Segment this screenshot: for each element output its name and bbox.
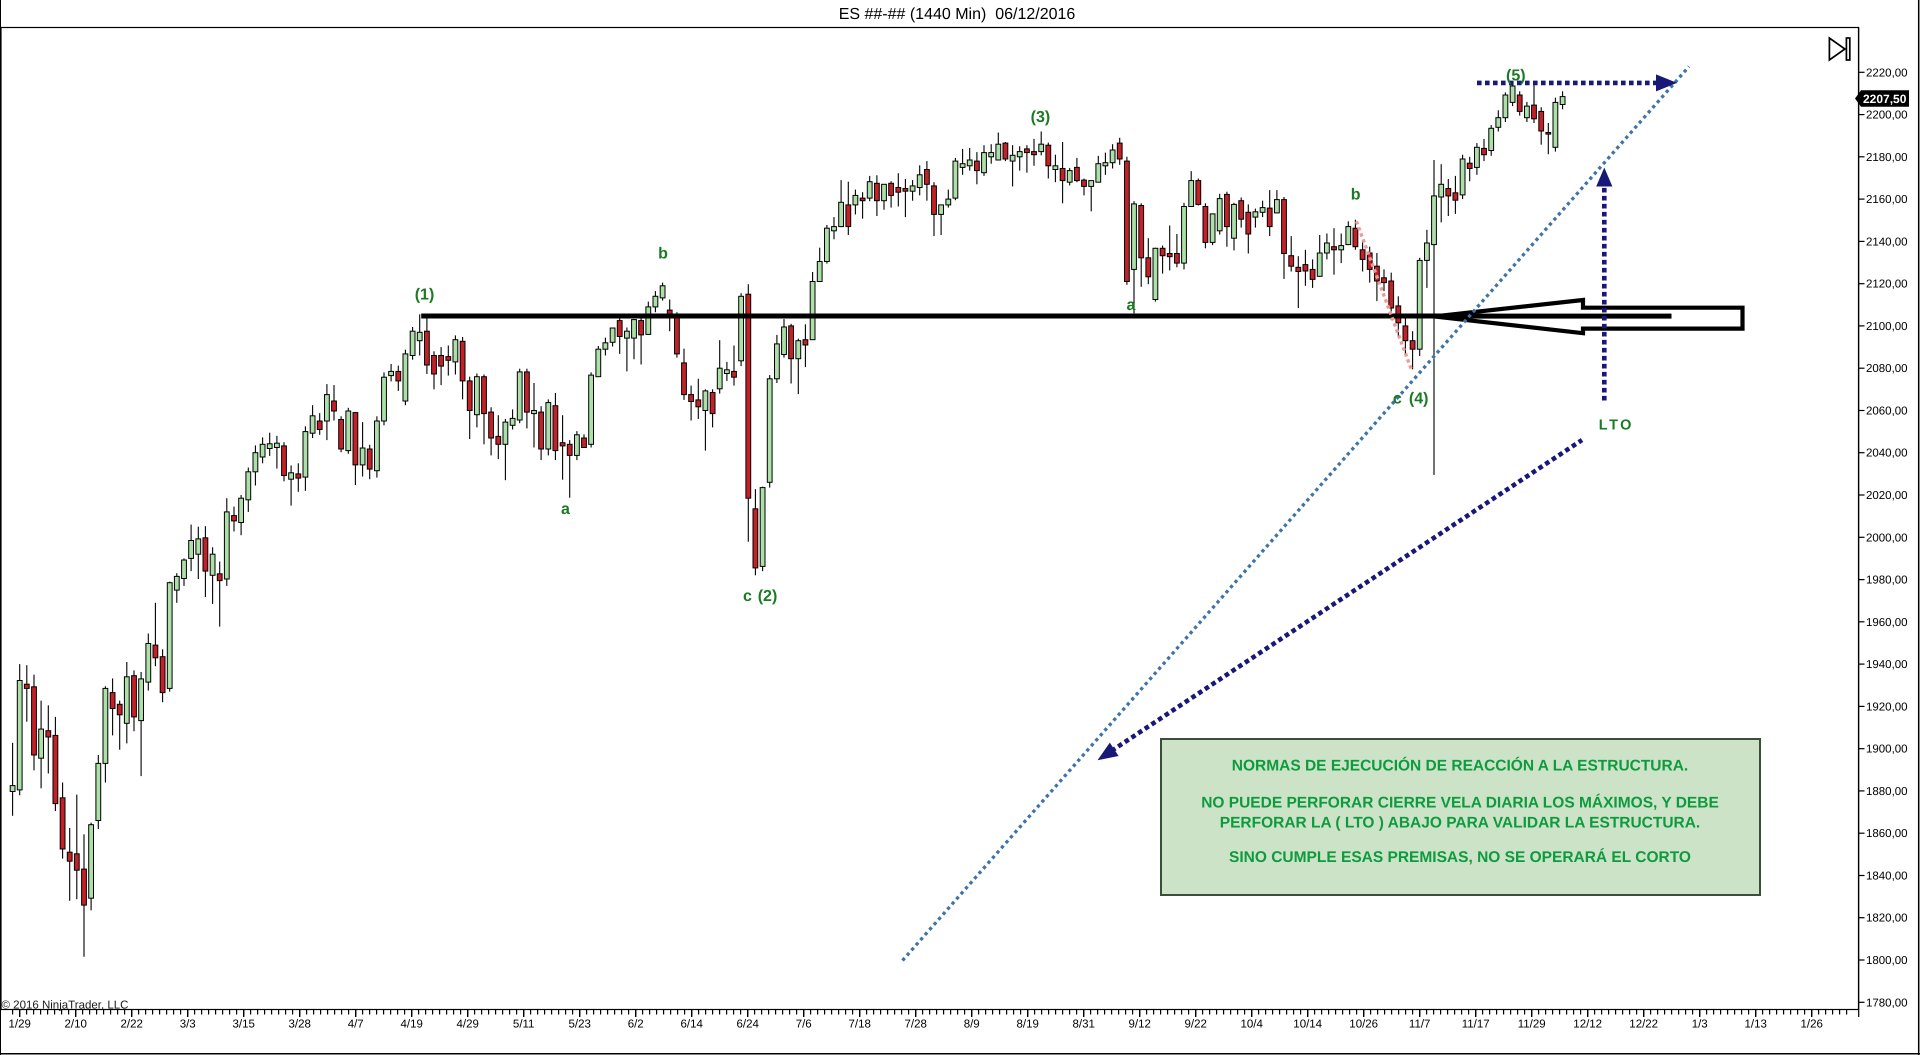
- svg-text:SINO CUMPLE ESAS PREMISAS, NO: SINO CUMPLE ESAS PREMISAS, NO SE OPERARÁ…: [1229, 848, 1691, 866]
- svg-text:8/9: 8/9: [964, 1019, 980, 1031]
- svg-text:2140,00: 2140,00: [1866, 236, 1908, 248]
- svg-text:9/22: 9/22: [1185, 1019, 1207, 1031]
- svg-text:2160,00: 2160,00: [1866, 194, 1908, 206]
- svg-text:5/23: 5/23: [569, 1019, 591, 1031]
- svg-text:1940,00: 1940,00: [1866, 659, 1908, 671]
- svg-text:1/3: 1/3: [1692, 1019, 1708, 1031]
- svg-text:2220,00: 2220,00: [1866, 67, 1908, 79]
- svg-text:1840,00: 1840,00: [1866, 871, 1908, 883]
- svg-text:2180,00: 2180,00: [1866, 152, 1908, 164]
- svg-text:(1): (1): [415, 287, 435, 304]
- svg-text:1960,00: 1960,00: [1866, 617, 1908, 629]
- svg-text:12/22: 12/22: [1629, 1019, 1658, 1031]
- svg-text:2200,00: 2200,00: [1866, 110, 1908, 122]
- svg-text:9/12: 9/12: [1129, 1019, 1151, 1031]
- svg-text:b: b: [1351, 187, 1361, 204]
- svg-text:2100,00: 2100,00: [1866, 321, 1908, 333]
- svg-text:11/29: 11/29: [1518, 1019, 1546, 1031]
- svg-text:6/24: 6/24: [737, 1019, 760, 1031]
- svg-text:7/6: 7/6: [796, 1019, 812, 1031]
- svg-text:1800,00: 1800,00: [1866, 955, 1908, 967]
- svg-text:1860,00: 1860,00: [1866, 828, 1908, 840]
- svg-text:8/19: 8/19: [1017, 1019, 1039, 1031]
- svg-text:1980,00: 1980,00: [1866, 575, 1908, 587]
- svg-text:3/15: 3/15: [233, 1019, 255, 1031]
- svg-text:1880,00: 1880,00: [1866, 786, 1908, 798]
- svg-text:© 2016 NinjaTrader, LLC: © 2016 NinjaTrader, LLC: [2, 1000, 129, 1012]
- svg-text:6/14: 6/14: [681, 1019, 704, 1031]
- svg-text:11/7: 11/7: [1409, 1019, 1431, 1031]
- svg-text:1820,00: 1820,00: [1866, 913, 1908, 925]
- svg-text:1/29: 1/29: [9, 1019, 31, 1031]
- svg-text:2060,00: 2060,00: [1866, 406, 1908, 418]
- svg-text:12/12: 12/12: [1573, 1019, 1602, 1031]
- svg-text:2040,00: 2040,00: [1866, 448, 1908, 460]
- svg-text:1/13: 1/13: [1745, 1019, 1767, 1031]
- svg-text:NORMAS DE EJECUCIÓN DE REACCIÓ: NORMAS DE EJECUCIÓN DE REACCIÓN A LA EST…: [1232, 757, 1688, 775]
- svg-text:1/26: 1/26: [1801, 1019, 1823, 1031]
- svg-text:NO PUEDE PERFORAR CIERRE VELA: NO PUEDE PERFORAR CIERRE VELA DIARIA LOS…: [1201, 794, 1719, 812]
- svg-text:8/31: 8/31: [1073, 1019, 1095, 1031]
- svg-text:7/28: 7/28: [905, 1019, 927, 1031]
- svg-text:4/19: 4/19: [401, 1019, 423, 1031]
- svg-text:5/11: 5/11: [513, 1019, 535, 1031]
- svg-text:1780,00: 1780,00: [1866, 997, 1908, 1009]
- svg-text:a: a: [561, 501, 570, 518]
- svg-text:b: b: [658, 246, 668, 263]
- svg-text:4/7: 4/7: [348, 1019, 364, 1031]
- svg-text:(4): (4): [1409, 391, 1429, 408]
- svg-text:4/29: 4/29: [457, 1019, 479, 1031]
- svg-text:(3): (3): [1031, 109, 1051, 126]
- svg-text:c: c: [1393, 391, 1402, 408]
- svg-text:LTO: LTO: [1599, 418, 1634, 434]
- svg-text:PERFORAR LA ( LTO ) ABAJO PAR: PERFORAR LA ( LTO ) ABAJO PARA VALIDAR L…: [1220, 815, 1701, 832]
- svg-text:3/3: 3/3: [180, 1019, 196, 1031]
- svg-text:2080,00: 2080,00: [1866, 363, 1908, 375]
- svg-text:10/4: 10/4: [1241, 1019, 1264, 1031]
- svg-text:2207,50: 2207,50: [1863, 92, 1907, 106]
- svg-text:10/26: 10/26: [1349, 1019, 1378, 1031]
- svg-text:2/10: 2/10: [65, 1019, 87, 1031]
- svg-text:2120,00: 2120,00: [1866, 279, 1908, 291]
- svg-text:1920,00: 1920,00: [1866, 701, 1908, 713]
- svg-text:ES ##-## (1440 Min) 06/12/201: ES ##-## (1440 Min) 06/12/2016: [839, 6, 1076, 23]
- svg-text:11/17: 11/17: [1462, 1019, 1490, 1031]
- svg-text:1900,00: 1900,00: [1866, 744, 1908, 756]
- svg-text:10/14: 10/14: [1293, 1019, 1322, 1031]
- svg-text:6/2: 6/2: [628, 1019, 644, 1031]
- svg-text:2000,00: 2000,00: [1866, 532, 1908, 544]
- svg-text:(5): (5): [1506, 68, 1526, 85]
- svg-text:(2): (2): [758, 588, 778, 605]
- svg-text:a: a: [1126, 297, 1135, 314]
- svg-text:7/18: 7/18: [849, 1019, 871, 1031]
- svg-text:2/22: 2/22: [121, 1019, 143, 1031]
- svg-text:2020,00: 2020,00: [1866, 490, 1908, 502]
- svg-text:c: c: [743, 588, 752, 605]
- svg-text:3/28: 3/28: [289, 1019, 311, 1031]
